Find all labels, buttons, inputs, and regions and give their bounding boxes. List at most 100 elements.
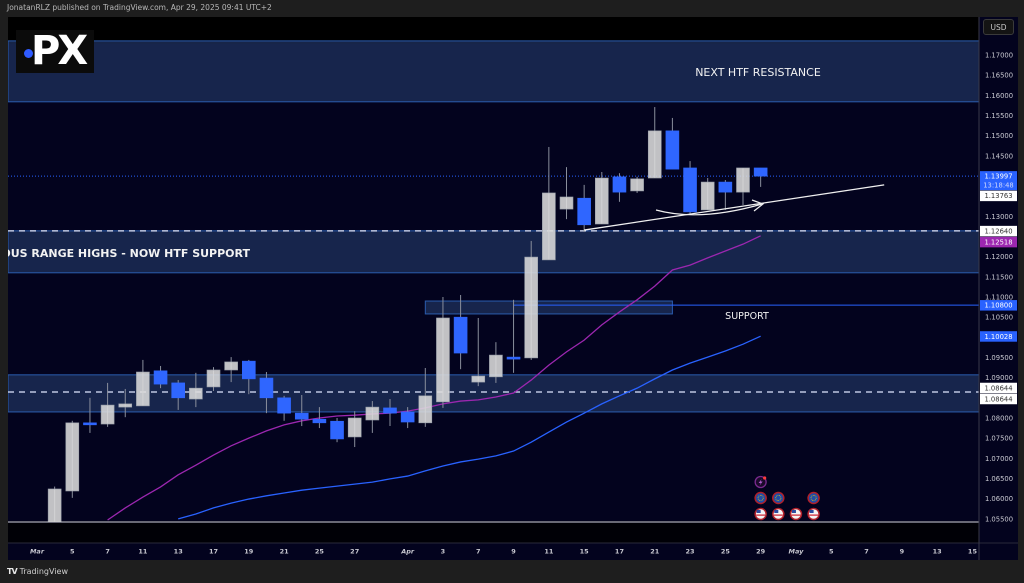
price-badge bbox=[980, 382, 1017, 394]
candle-up[interactable] bbox=[559, 196, 574, 210]
moving-average-slow-line bbox=[178, 335, 761, 520]
time-tick-label: May bbox=[788, 548, 804, 556]
zone-label-support: SUPPORT bbox=[725, 311, 769, 322]
candle-up[interactable] bbox=[347, 417, 362, 438]
zone-rectangle[interactable] bbox=[424, 300, 673, 315]
logo-dot bbox=[24, 49, 33, 58]
candle-down[interactable] bbox=[718, 181, 733, 193]
trendline-drawing[interactable] bbox=[584, 184, 885, 231]
price-tick-label: 1.15500 bbox=[985, 112, 1013, 120]
candle-up[interactable] bbox=[224, 361, 238, 371]
candle-up[interactable] bbox=[489, 354, 503, 378]
candle-up[interactable] bbox=[647, 130, 662, 179]
candle-up[interactable] bbox=[100, 404, 115, 425]
price-tick-label: 1.16500 bbox=[985, 72, 1013, 80]
candle-up[interactable] bbox=[418, 395, 433, 424]
px-logo: PX bbox=[16, 28, 94, 74]
candle-down[interactable] bbox=[312, 418, 327, 424]
price-badge-value: 1.13763 bbox=[984, 192, 1012, 200]
time-axis[interactable] bbox=[8, 544, 1018, 560]
time-tick-label: 21 bbox=[280, 548, 290, 556]
candle-up[interactable] bbox=[136, 371, 150, 407]
candle-up[interactable] bbox=[471, 375, 486, 383]
time-tick-label: 23 bbox=[686, 548, 695, 556]
zone-label-resistance: NEXT HTF RESISTANCE bbox=[695, 66, 821, 79]
price-tick-label: 1.07000 bbox=[985, 455, 1013, 463]
zone-rectangle[interactable] bbox=[8, 230, 979, 274]
price-badge-value: 1.10800 bbox=[984, 302, 1012, 310]
curved-arrow-drawing[interactable] bbox=[655, 203, 763, 216]
eu-flag-icon[interactable] bbox=[772, 491, 785, 505]
tradingview-footer[interactable]: TV TradingView bbox=[7, 567, 68, 576]
price-badge bbox=[980, 300, 1017, 311]
candle-down[interactable] bbox=[453, 316, 468, 354]
candle-up[interactable] bbox=[118, 403, 133, 408]
price-tick-label: 1.06000 bbox=[985, 495, 1013, 503]
candle-down[interactable] bbox=[83, 422, 97, 426]
time-tick-label: 15 bbox=[580, 548, 590, 556]
countdown-timer: 13:18:48 bbox=[983, 181, 1014, 189]
eu-stars bbox=[775, 494, 782, 501]
candle-up[interactable] bbox=[542, 192, 556, 261]
candle-down[interactable] bbox=[330, 420, 344, 440]
candle-down[interactable] bbox=[259, 377, 274, 399]
candle-down[interactable] bbox=[171, 382, 185, 399]
candle-up[interactable] bbox=[365, 406, 380, 421]
candle-down[interactable] bbox=[612, 176, 627, 193]
zone-rectangle[interactable] bbox=[8, 374, 979, 413]
candle-up[interactable] bbox=[524, 256, 539, 359]
candle-down[interactable] bbox=[506, 356, 521, 360]
price-badge-value: 1.08644 bbox=[984, 395, 1012, 403]
candle-down[interactable] bbox=[153, 370, 168, 385]
us-flag-canton bbox=[809, 510, 814, 513]
time-tick-label: 13 bbox=[933, 548, 942, 556]
time-tick-label: Apr bbox=[400, 548, 415, 556]
logo-text: PX bbox=[31, 28, 88, 74]
us-flag-canton bbox=[756, 510, 761, 513]
zone-rectangle[interactable] bbox=[8, 40, 979, 103]
eu-stars bbox=[757, 494, 764, 501]
price-badge bbox=[980, 331, 1017, 342]
candle-down[interactable] bbox=[294, 412, 309, 420]
time-tick-label: 21 bbox=[650, 548, 660, 556]
candle-down[interactable] bbox=[383, 407, 397, 414]
us-flag-stripe bbox=[773, 514, 783, 516]
arrow-head-icon bbox=[751, 199, 765, 212]
candle-up[interactable] bbox=[736, 167, 750, 193]
time-tick-label: 15 bbox=[968, 548, 978, 556]
candle-up[interactable] bbox=[65, 422, 80, 492]
candle-up[interactable] bbox=[630, 178, 644, 192]
time-tick-label: 13 bbox=[174, 548, 183, 556]
candle-down[interactable] bbox=[753, 167, 768, 177]
us-flag-stripe bbox=[791, 514, 801, 516]
price-tick-label: 1.10500 bbox=[985, 314, 1013, 322]
price-badge bbox=[980, 225, 1017, 237]
candle-down[interactable] bbox=[277, 397, 291, 414]
candle-up[interactable] bbox=[189, 387, 203, 400]
candle-down[interactable] bbox=[683, 167, 697, 213]
candle-up[interactable] bbox=[594, 177, 609, 225]
candle-down[interactable] bbox=[400, 411, 415, 423]
chart-background bbox=[8, 17, 1018, 560]
price-tick-label: 1.11500 bbox=[985, 273, 1013, 281]
publish-info: JonatanRLZ published on TradingView.com,… bbox=[7, 3, 272, 12]
price-tick-label: 1.12000 bbox=[985, 253, 1013, 261]
candle-up[interactable] bbox=[47, 488, 62, 545]
eu-flag-icon[interactable] bbox=[807, 491, 820, 505]
time-tick-label: 9 bbox=[511, 548, 516, 556]
candle-up[interactable] bbox=[436, 317, 450, 403]
candle-down[interactable] bbox=[577, 197, 591, 226]
candle-down[interactable] bbox=[665, 130, 680, 170]
currency-button[interactable]: USD bbox=[983, 19, 1014, 35]
time-tick-label: 7 bbox=[476, 548, 481, 556]
eu-flag-icon[interactable] bbox=[754, 491, 767, 505]
candle-down[interactable] bbox=[242, 360, 256, 380]
notification-dot bbox=[763, 476, 767, 480]
time-tick-label: 17 bbox=[615, 548, 624, 556]
price-badge bbox=[980, 190, 1017, 202]
time-tick-label: 5 bbox=[829, 548, 834, 556]
candle-up[interactable] bbox=[206, 369, 221, 388]
candle-up[interactable] bbox=[700, 181, 715, 211]
